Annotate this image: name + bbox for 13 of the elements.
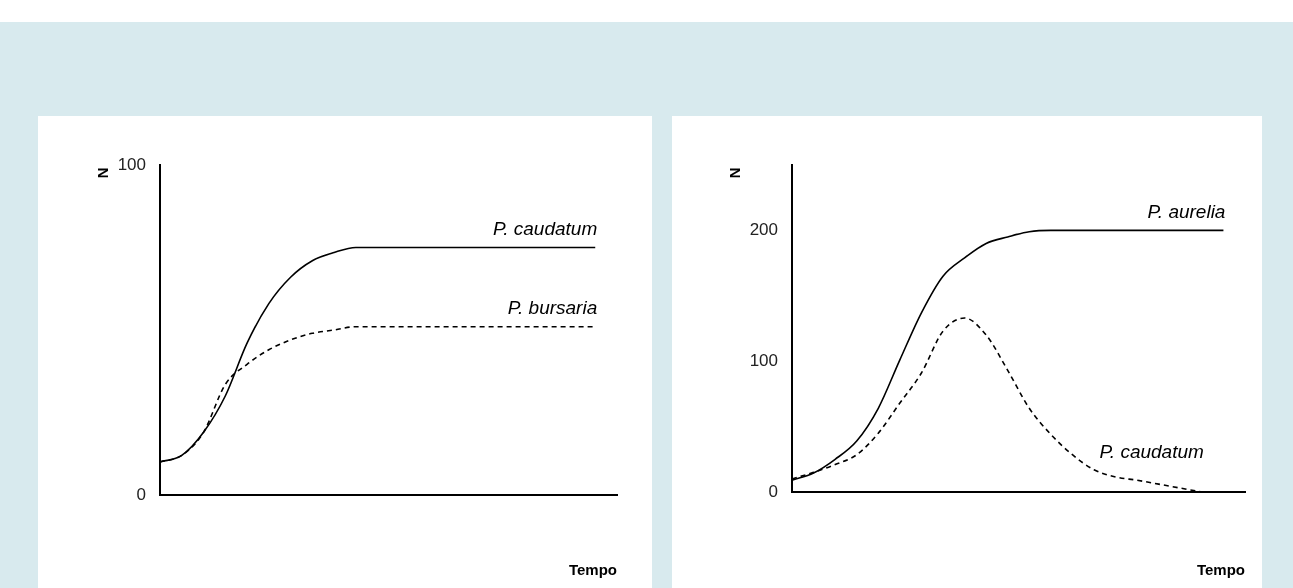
x-axis-title: Tempo bbox=[1196, 561, 1245, 579]
y-tick-label: 200 bbox=[749, 220, 778, 240]
y-tick-label: 0 bbox=[768, 481, 778, 501]
series-label: P. bursaria bbox=[507, 297, 598, 319]
y-tick-label: 100 bbox=[749, 350, 778, 370]
series-label: P. caudatum bbox=[493, 218, 598, 240]
series-label: P. caudatum bbox=[1099, 440, 1204, 462]
y-tick-label: 100 bbox=[117, 154, 146, 174]
y-axis-title: N bbox=[94, 167, 112, 179]
series-label: P. aurelia bbox=[1147, 201, 1226, 223]
x-axis-title: Tempo bbox=[568, 561, 617, 579]
y-axis-title: N bbox=[726, 167, 744, 179]
y-tick-label: 0 bbox=[136, 484, 146, 504]
